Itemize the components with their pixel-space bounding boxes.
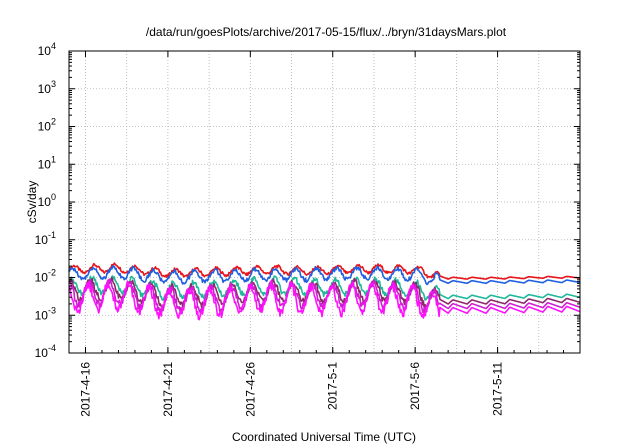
series-group: [68, 262, 581, 321]
y-tick-exponent: 2: [51, 117, 56, 127]
y-tick-base: 10: [38, 44, 52, 58]
grid: [69, 51, 580, 353]
y-tick-exponent: -1: [48, 230, 56, 240]
y-tick-label: 100: [38, 192, 56, 209]
series-line: [68, 275, 581, 301]
x-tick-label: 2017-4-16: [78, 362, 92, 417]
x-tick-label: 2017-5-11: [491, 362, 505, 416]
y-tick-base: 10: [35, 346, 49, 360]
y-tick-label: 103: [38, 79, 56, 96]
x-axis: 2017-4-16 2017-4-21 2017-4-26 2017-5-1 2017-…: [68, 51, 581, 417]
y-tick-exponent: -3: [48, 305, 56, 315]
y-tick-base: 10: [35, 233, 49, 247]
y-tick-base: 10: [35, 308, 49, 322]
y-tick-label: 10-3: [35, 305, 56, 322]
y-tick-base: 10: [38, 82, 52, 96]
series-line: [68, 279, 581, 321]
y-tick-exponent: 3: [51, 79, 56, 89]
y-tick-exponent: 4: [51, 41, 56, 51]
x-tick-label: 2017-4-26: [243, 362, 257, 417]
y-tick-base: 10: [38, 157, 52, 171]
y-tick-label: 10-4: [35, 343, 56, 360]
series-line: [68, 276, 581, 310]
y-tick-label: 10-1: [35, 230, 56, 247]
y-tick-base: 10: [38, 195, 52, 209]
y-tick-label: 104: [38, 41, 56, 58]
chart-title: /data/run/goesPlots/archive/2017-05-15/f…: [146, 25, 507, 39]
y-tick-base: 10: [38, 120, 52, 134]
y-tick-base: 10: [35, 271, 49, 285]
y-tick-label: 102: [38, 117, 56, 134]
series-line: [68, 262, 581, 280]
series-line: [68, 264, 581, 286]
x-axis-label: Coordinated Universal Time (UTC): [232, 430, 416, 444]
y-tick-label: 101: [38, 154, 56, 171]
y-tick-exponent: -4: [48, 343, 56, 353]
x-tick-label: 2017-5-1: [326, 362, 340, 410]
x-tick-label: 2017-4-21: [161, 362, 175, 417]
x-tick-label: 2017-5-6: [408, 362, 422, 410]
series-line: [68, 278, 581, 314]
y-tick-label: 10-2: [35, 268, 56, 285]
y-axis-label: cSv/day: [25, 181, 39, 224]
y-tick-exponent: 1: [51, 154, 56, 164]
y-tick-exponent: 0: [51, 192, 56, 202]
y-tick-exponent: -2: [48, 268, 56, 278]
